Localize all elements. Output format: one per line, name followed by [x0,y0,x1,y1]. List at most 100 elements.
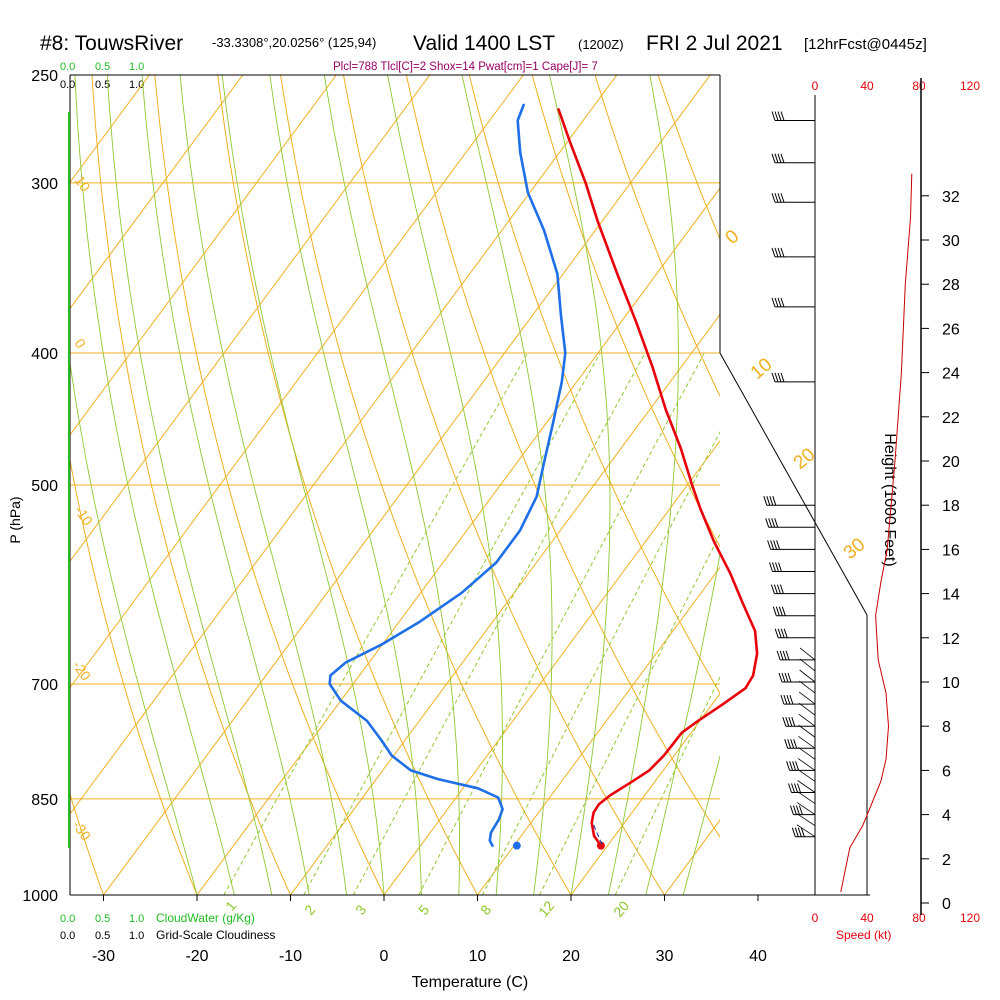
height-tick-label: 28 [942,277,960,294]
wind-barb-feather [777,153,782,163]
cloudwater-bottom-0: 0.0 [60,913,75,925]
wind-barb-feather [787,739,792,749]
wind-barb-feather [797,758,816,771]
wind-barb [771,297,815,308]
surface-temperature-marker [596,841,605,850]
wind-barb-feather [798,724,816,738]
x-tick-label: 0 [380,948,389,965]
x-tick-label: -20 [185,948,208,965]
dry-adiabat-line [405,75,720,838]
isotherm-label: 0 [722,226,744,249]
wind-barb-feather [780,694,785,705]
wind-barb-feather [798,691,816,705]
wind-barb-feather [797,747,816,760]
height-axis-label: Height (1000 Feet) [881,433,898,566]
speed-tick-top-80: 80 [912,79,926,93]
mixing-ratio-line [418,352,705,895]
wind-barb-feather [763,496,768,506]
wind-barb-feather [796,824,816,838]
dry-adiabat-line [91,75,291,895]
wind-barb-feather [771,518,776,528]
wind-barb [791,827,815,838]
wind-barb-feather [780,153,785,163]
wind-barb-feather [786,761,791,771]
height-tick-label: 22 [942,410,960,427]
wind-barb-feather [780,111,785,121]
wind-barb-feather [777,247,782,258]
plot-frame [68,74,922,915]
cloudiness-bottom-1: 0.5 [95,930,110,942]
moist-adiabat-line [721,75,940,895]
wind-barb-feather [799,647,816,661]
wind-barb-feather [774,193,779,203]
sounding-series [328,103,759,850]
moist-adiabat-line [70,360,198,895]
cloudiness-top-2: 1.0 [129,79,144,91]
speed-tick-bottom-40: 40 [860,911,874,925]
wind-barb-feather [773,584,778,594]
wind-barb-feather [790,739,795,749]
wind-barb-feather [774,518,779,528]
wind-barb-feather [774,372,779,383]
wind-barb-feather [776,540,781,550]
cloudwater-top-1: 0.5 [95,61,110,73]
moist-adiabat-line [645,551,720,895]
dry-adiabat-line [217,75,478,895]
axis-ticks: -30 -20 -10 0 10 20 30 402503004005007008501000… [22,68,959,965]
wind-barb-feather [771,153,776,163]
height-tick-label: 8 [942,719,951,736]
height-tick-label: 14 [942,587,960,604]
dry-adiabat-label: 0 [72,336,90,352]
wind-barb-feather [795,761,800,771]
wind-barb-feather [772,496,777,506]
wind-barb-feather [775,562,779,572]
wind-barb-feather [797,791,816,804]
wind-barb-feather [784,672,789,683]
wind-barb-feather [799,680,816,694]
mixing-ratio-label: 12 [535,898,557,920]
wind-barb [782,717,815,727]
wind-barb-feather [798,805,803,815]
wind-barb-feather [777,628,782,638]
stability-indices: Plcl=788 Tlcl[C]=2 Shox=14 Pwat[cm]=1 Ca… [333,61,598,73]
wind-barb-feather [771,193,776,203]
isotherm-line [70,75,337,436]
wind-barb-feather [798,735,816,749]
wind-barb-feather [779,584,784,594]
height-tick-label: 30 [942,233,960,250]
wind-barb-feather [784,739,789,749]
moist-adiabat-line [323,75,460,895]
wind-barb-feather [772,562,776,572]
wind-barb-feather [791,717,796,727]
wind-speed-line [840,173,913,893]
wind-barb-feather [771,297,776,308]
wind-barb-feather [787,672,792,683]
wind-barb-feather [789,761,794,771]
wind-barb [771,247,815,258]
wind-barb-feather [766,496,771,506]
x-tick-label: 40 [749,948,767,965]
height-tick-label: 18 [942,498,960,515]
dry-adiabat-line [343,75,665,895]
wind-barb-feather [783,694,788,705]
wind-barb-feather [792,761,797,771]
wind-barb-feather [767,540,772,550]
wind-panel [763,111,913,893]
moist-adiabat-line [141,75,310,895]
wind-barb-feather [778,606,783,616]
cloudiness-bottom-2: 1.0 [129,930,144,942]
dry-adiabat-label: -20 [70,658,95,684]
wind-barb-feather [794,827,799,837]
mixing-ratio-label: 2 [301,902,318,918]
wind-barb-feather [785,717,790,727]
wind-barb-feather [774,628,779,638]
dry-adiabat-label: -10 [72,503,97,529]
wind-barb-feather [771,372,776,383]
y-axis-label: P (hPa) [7,496,23,543]
coordinates: -33.3308°,20.0256° (125,94) [212,35,376,50]
valid-time: Valid 1400 LST [413,32,555,55]
wind-barb-feather [782,717,787,727]
wind-barb-feather [777,111,782,121]
wind-barb-feather [793,739,798,749]
pressure-tick-label: 400 [31,346,58,363]
